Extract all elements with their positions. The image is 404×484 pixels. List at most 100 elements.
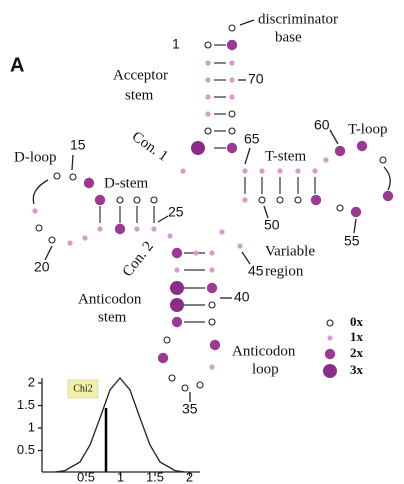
- legend-label: 0x: [350, 314, 364, 329]
- number: 45: [248, 263, 264, 279]
- nucleotide: [180, 168, 186, 174]
- nucleotide: [205, 94, 211, 100]
- x-tick-label: 1: [117, 470, 124, 484]
- nucleotide: [229, 94, 235, 100]
- legend-label: 3x: [350, 362, 364, 377]
- x-tick-label: 0.5: [77, 470, 95, 484]
- inset-label: Chi2: [73, 383, 92, 394]
- nucleotide: [379, 156, 387, 164]
- number: 35: [182, 401, 198, 417]
- y-tick-label: 1.5: [17, 397, 35, 412]
- nucleotide: [205, 77, 211, 83]
- nucleotide: [97, 226, 103, 232]
- number: 55: [344, 233, 360, 249]
- number: 1: [172, 36, 180, 52]
- leader: [244, 147, 251, 165]
- label: stem: [98, 309, 127, 325]
- nucleotide: [336, 204, 344, 212]
- leader: [157, 215, 169, 223]
- label: Anticodon: [78, 291, 142, 307]
- nucleotide: [382, 190, 394, 202]
- nucleotide: [83, 177, 95, 189]
- nucleotide: [157, 352, 169, 364]
- y-tick-label: 1: [28, 419, 35, 434]
- nucleotide: [174, 267, 180, 273]
- nucleotide: [114, 223, 126, 235]
- inset-label-box: [67, 379, 99, 399]
- nucleotide: [209, 364, 215, 370]
- nucleotide: [167, 233, 173, 239]
- nucleotide: [209, 250, 215, 256]
- nucleotide: [163, 336, 171, 344]
- leader: [353, 218, 357, 234]
- leader: [329, 129, 339, 145]
- nucleotide: [48, 236, 56, 244]
- label: loop: [252, 361, 279, 377]
- nucleotide: [276, 196, 284, 204]
- nucleotide: [151, 226, 157, 232]
- nucleotide: [219, 229, 225, 235]
- nucleotide: [193, 250, 199, 256]
- nucleotide: [205, 60, 211, 66]
- nucleotide: [295, 168, 301, 174]
- nucleotide: [310, 194, 322, 206]
- label: Anticodon: [232, 343, 296, 359]
- nucleotide: [324, 348, 336, 360]
- nucleotide: [204, 127, 212, 135]
- nucleotide: [228, 24, 236, 32]
- nucleotide: [277, 168, 283, 174]
- nucleotide: [226, 142, 238, 154]
- nucleotide: [170, 281, 184, 295]
- panel-label: A: [10, 54, 24, 76]
- nucleotide: [242, 168, 248, 174]
- number: 65: [244, 131, 260, 147]
- nucleotide: [350, 206, 362, 218]
- nucleotide: [170, 298, 184, 312]
- leader: [71, 154, 74, 171]
- x-tick-label: 1.5: [146, 470, 164, 484]
- label: D-loop: [14, 149, 57, 165]
- loop-arc: [32, 179, 49, 205]
- label: Acceptor: [113, 67, 168, 83]
- nucleotide: [171, 316, 183, 328]
- nucleotide: [258, 196, 266, 204]
- nucleotide: [228, 127, 236, 135]
- nucleotide: [229, 60, 235, 66]
- nucleotide: [208, 301, 216, 309]
- leader: [44, 245, 53, 261]
- nucleotide: [356, 140, 368, 152]
- nucleotide: [206, 282, 218, 294]
- nucleotide: [229, 77, 235, 83]
- legend-label: 2x: [350, 345, 364, 360]
- nucleotide: [237, 243, 243, 249]
- nucleotide: [67, 240, 73, 246]
- number: 15: [70, 137, 86, 153]
- label: Variable: [265, 243, 315, 259]
- number: 60: [314, 117, 330, 133]
- nucleotide: [168, 374, 176, 382]
- nucleotide: [35, 224, 43, 232]
- number: 25: [168, 204, 184, 220]
- leader: [263, 205, 269, 219]
- nucleotide: [312, 168, 318, 174]
- loop-arc: [383, 166, 391, 191]
- nucleotide: [53, 172, 61, 180]
- nucleotide: [323, 157, 329, 163]
- label: Con. 1: [129, 129, 171, 165]
- nucleotide: [133, 196, 141, 204]
- nucleotide: [205, 111, 211, 117]
- nucleotide: [69, 173, 77, 181]
- label: T-loop: [348, 121, 387, 137]
- nucleotide: [116, 196, 124, 204]
- nucleotide: [242, 197, 248, 203]
- nucleotide: [171, 247, 183, 259]
- nucleotide: [32, 208, 38, 214]
- inset-chart: Chi2 0.5 1 1.5 2 0.5 1 1.5 2: [17, 374, 200, 484]
- nucleotide: [327, 335, 333, 341]
- nucleotide: [259, 168, 265, 174]
- nucleotide: [334, 145, 346, 157]
- y-tick-label: 2: [28, 374, 35, 389]
- nucleotide: [294, 196, 302, 204]
- number: 20: [34, 259, 50, 275]
